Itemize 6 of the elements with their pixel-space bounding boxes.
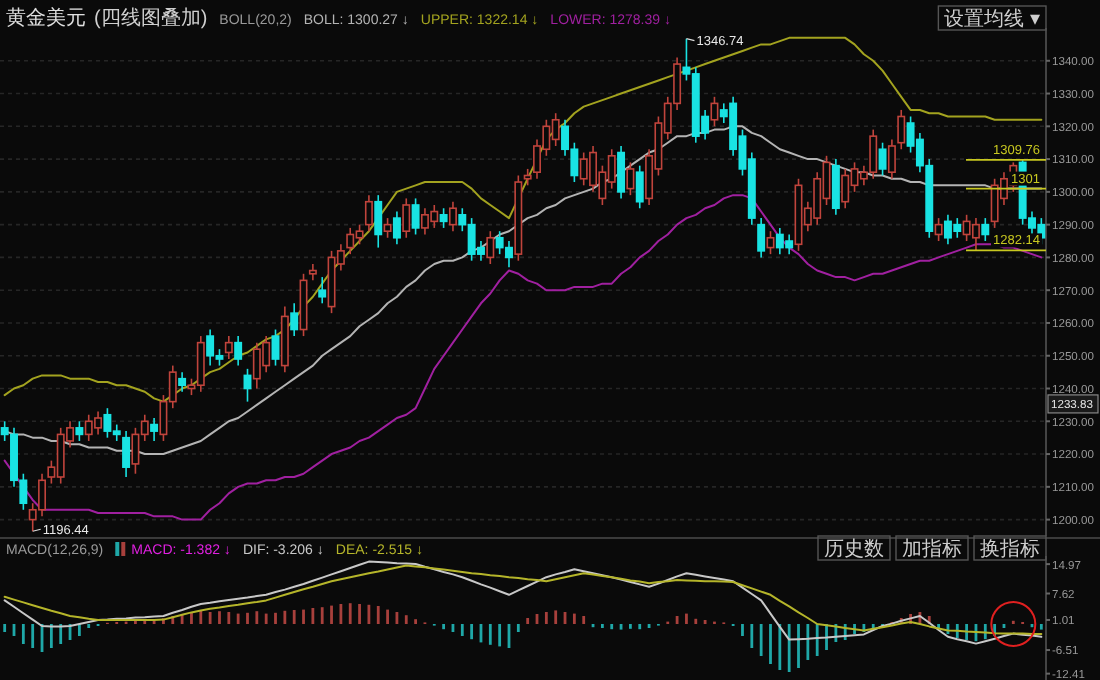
annotation: 换指标	[980, 537, 1040, 561]
annotation: 设置均线 ▾	[944, 7, 1040, 31]
annotation: 加指标	[902, 537, 962, 561]
chart-subtitle: (四线图叠加)	[94, 6, 208, 30]
annotation: 历史数	[824, 537, 884, 561]
chart-title: 黄金美元	[6, 6, 86, 30]
